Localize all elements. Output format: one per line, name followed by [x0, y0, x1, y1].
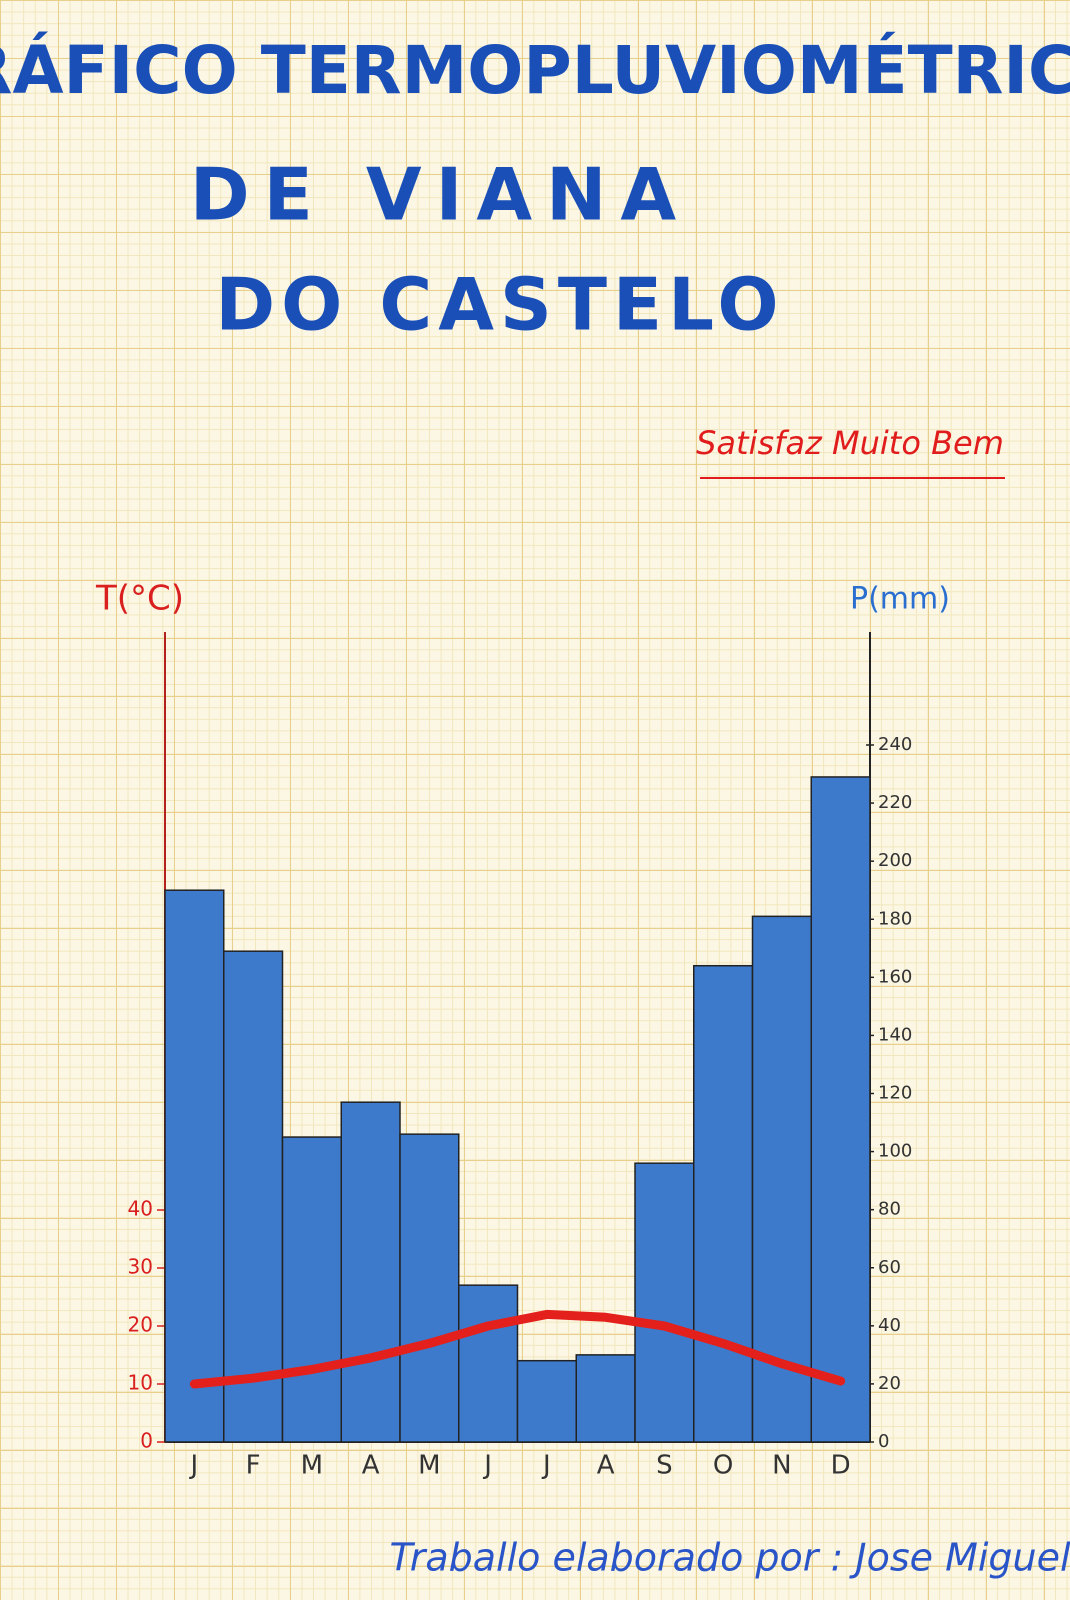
x-tick-label: M	[301, 1451, 323, 1481]
y2-tick-label: 120	[878, 1083, 912, 1104]
x-tick-label: S	[656, 1451, 673, 1481]
bar	[399, 1133, 460, 1443]
x-tick-label: J	[541, 1451, 551, 1481]
x-tick-label: F	[246, 1451, 261, 1481]
x-tick-label: D	[831, 1451, 851, 1481]
bar	[634, 1162, 695, 1443]
x-tick-label: O	[713, 1451, 733, 1481]
y-axis-label: T(°C)	[95, 579, 184, 619]
temperature-line	[189, 1309, 846, 1389]
x-tick-label: A	[597, 1451, 615, 1481]
x-tick-label: A	[362, 1451, 380, 1481]
footer: Traballo elaborado por : Jose Miguel	[389, 1536, 1070, 1580]
title-line: DO CASTELO	[215, 263, 784, 347]
y-tick-label: 40	[128, 1197, 153, 1221]
y2-tick-label: 100	[878, 1141, 912, 1162]
title-line: DE VIANA	[190, 153, 690, 237]
y2-tick-label: 80	[878, 1199, 901, 1220]
y-tick-label: 0	[140, 1429, 153, 1453]
y2-axis-label: P(mm)	[850, 582, 950, 617]
y2-tick-label: 220	[878, 792, 912, 813]
bar	[340, 1101, 401, 1443]
y2-tick-label: 160	[878, 966, 912, 987]
bar	[164, 889, 225, 1443]
y2-tick-label: 180	[878, 908, 912, 929]
x-tick-label: M	[418, 1451, 440, 1481]
y2-tick-label: 60	[878, 1257, 901, 1278]
y-tick-label: 30	[128, 1255, 153, 1279]
x-tick-label: N	[772, 1451, 791, 1481]
title-line: GRÁFICO TERMOPLUVIOMÉTRICO	[0, 31, 1070, 109]
bar	[810, 776, 871, 1443]
y-tick-label: 20	[128, 1313, 153, 1337]
bar	[575, 1354, 636, 1443]
bar	[693, 964, 754, 1443]
y2-tick-label: 140	[878, 1024, 912, 1045]
x-tick-label: J	[189, 1451, 199, 1481]
annotation: Satisfaz Muito Bem	[696, 424, 1004, 462]
x-tick-label: J	[482, 1451, 492, 1481]
y2-tick-label: 200	[878, 850, 912, 871]
y2-tick-label: 240	[878, 734, 912, 755]
y2-tick-label: 20	[878, 1373, 901, 1394]
y-tick-label: 10	[128, 1371, 153, 1395]
bar	[458, 1284, 519, 1443]
bar	[281, 1136, 342, 1443]
y2-tick-label: 40	[878, 1315, 901, 1336]
bar	[223, 950, 284, 1443]
y2-tick-label: 0	[878, 1431, 889, 1452]
bar	[516, 1359, 577, 1443]
